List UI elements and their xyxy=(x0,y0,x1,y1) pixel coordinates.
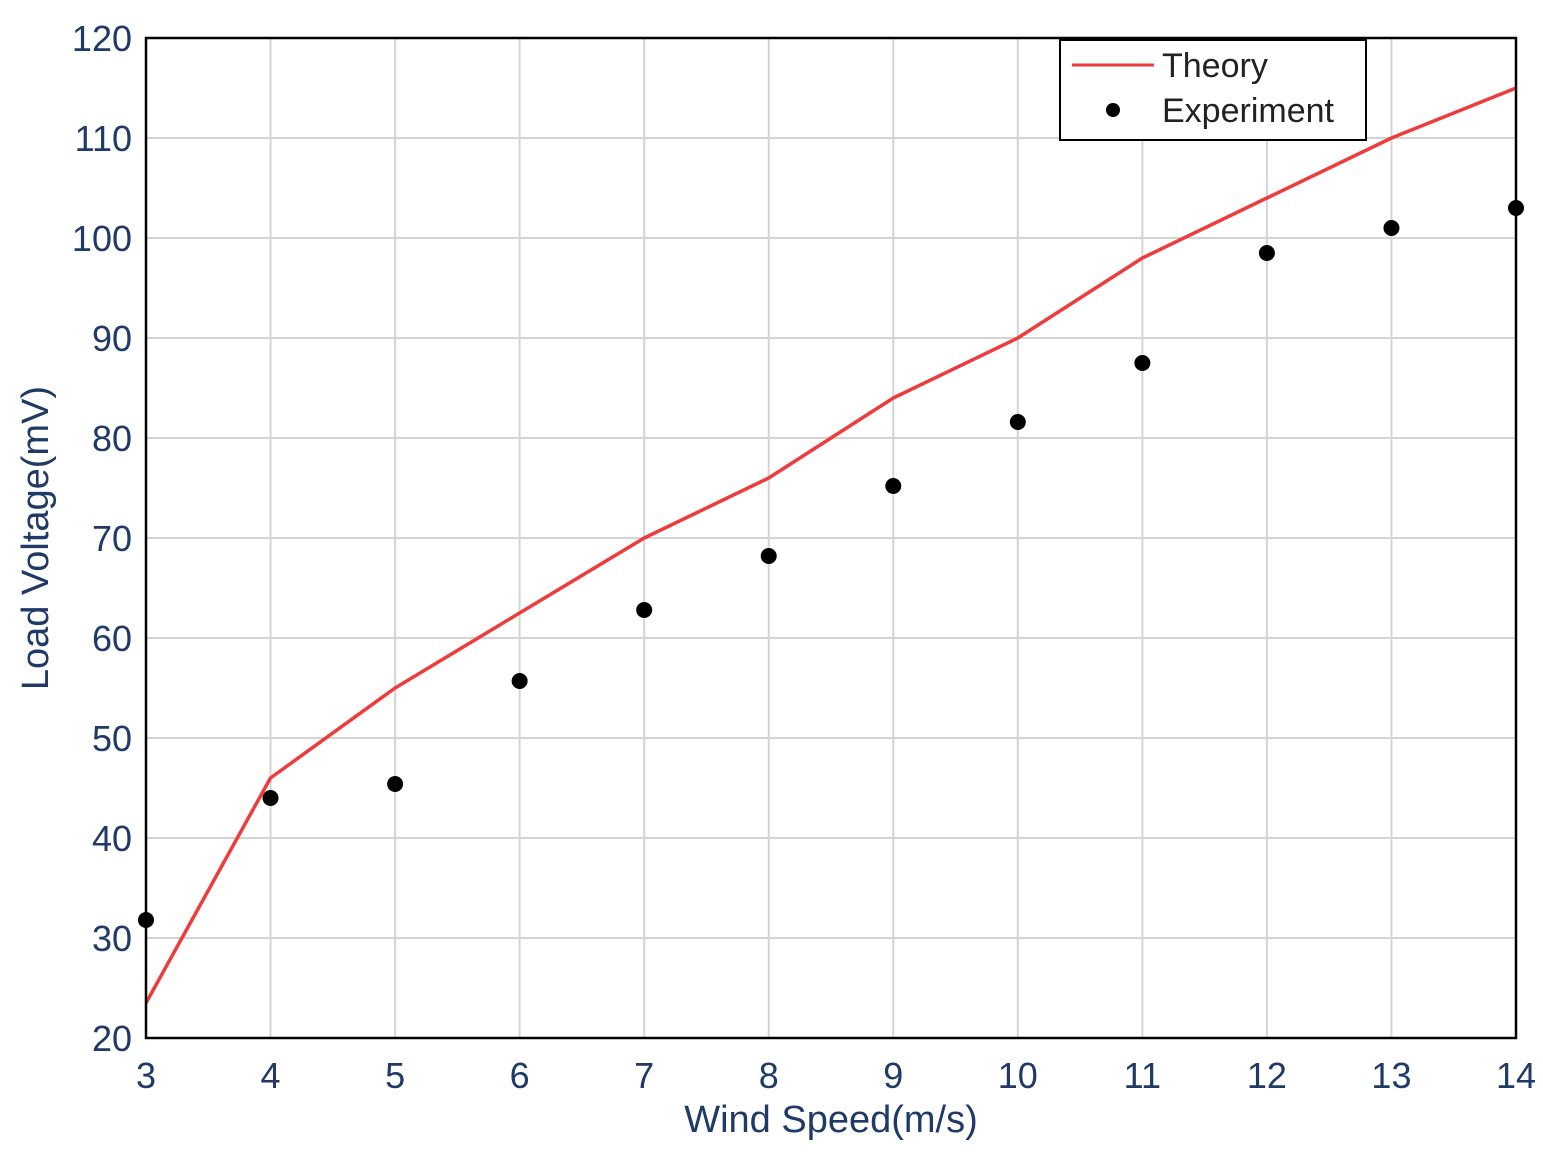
x-tick-label: 9 xyxy=(883,1055,903,1096)
y-tick-label: 90 xyxy=(92,318,132,359)
legend-theory-label: Theory xyxy=(1162,47,1268,85)
x-tick-label: 10 xyxy=(998,1055,1038,1096)
experiment-point xyxy=(262,790,279,806)
plot-area xyxy=(144,36,1518,1040)
y-tick-label: 70 xyxy=(92,518,132,559)
y-tick-label: 40 xyxy=(92,818,132,859)
legend-box xyxy=(1059,39,1367,141)
x-tick-label: 12 xyxy=(1247,1055,1287,1096)
x-tick-label: 8 xyxy=(759,1055,779,1096)
grid xyxy=(145,37,1517,1039)
experiment-point xyxy=(636,602,653,618)
experiment-point xyxy=(1258,245,1275,261)
series-layer xyxy=(138,86,1524,1004)
x-tick-label: 4 xyxy=(261,1055,281,1096)
experiment-point xyxy=(387,776,404,792)
x-tick-label: 7 xyxy=(634,1055,654,1096)
experiment-point xyxy=(885,478,902,494)
experiment-point xyxy=(1134,355,1151,371)
legend-experiment-label: Experiment xyxy=(1162,92,1335,130)
y-tick-label: 20 xyxy=(92,1018,132,1059)
y-tick-label: 30 xyxy=(92,918,132,959)
experiment-point xyxy=(760,548,777,564)
experiment-point xyxy=(1009,414,1026,430)
x-tick-label: 13 xyxy=(1371,1055,1411,1096)
x-tick-label: 6 xyxy=(510,1055,530,1096)
x-axis-title: Wind Speed(m/s) xyxy=(684,1099,978,1141)
x-tick-label: 11 xyxy=(1124,1055,1161,1096)
x-tick-label: 5 xyxy=(385,1055,405,1096)
y-axis-title: Load Voltage(mV) xyxy=(15,386,57,690)
y-tick-label: 100 xyxy=(72,218,132,259)
experiment-point xyxy=(1383,220,1400,236)
y-tick-label: 80 xyxy=(92,418,132,459)
legend: Theory Experiment xyxy=(1059,39,1367,141)
tick-labels: 3 4 5 6 7 8 9 10 11 12 13 14 20 30 40 50 60 70 80 90 100 110 1… xyxy=(72,18,1536,1096)
y-tick-label: 110 xyxy=(75,118,132,159)
legend-experiment-marker xyxy=(1106,103,1120,117)
y-tick-label: 120 xyxy=(72,18,132,59)
x-tick-label: 3 xyxy=(136,1055,156,1096)
theory-line xyxy=(144,86,1517,1004)
y-tick-label: 60 xyxy=(92,618,132,659)
x-tick-label: 14 xyxy=(1496,1055,1536,1096)
y-tick-label: 50 xyxy=(92,718,132,759)
experiment-point xyxy=(511,673,528,689)
